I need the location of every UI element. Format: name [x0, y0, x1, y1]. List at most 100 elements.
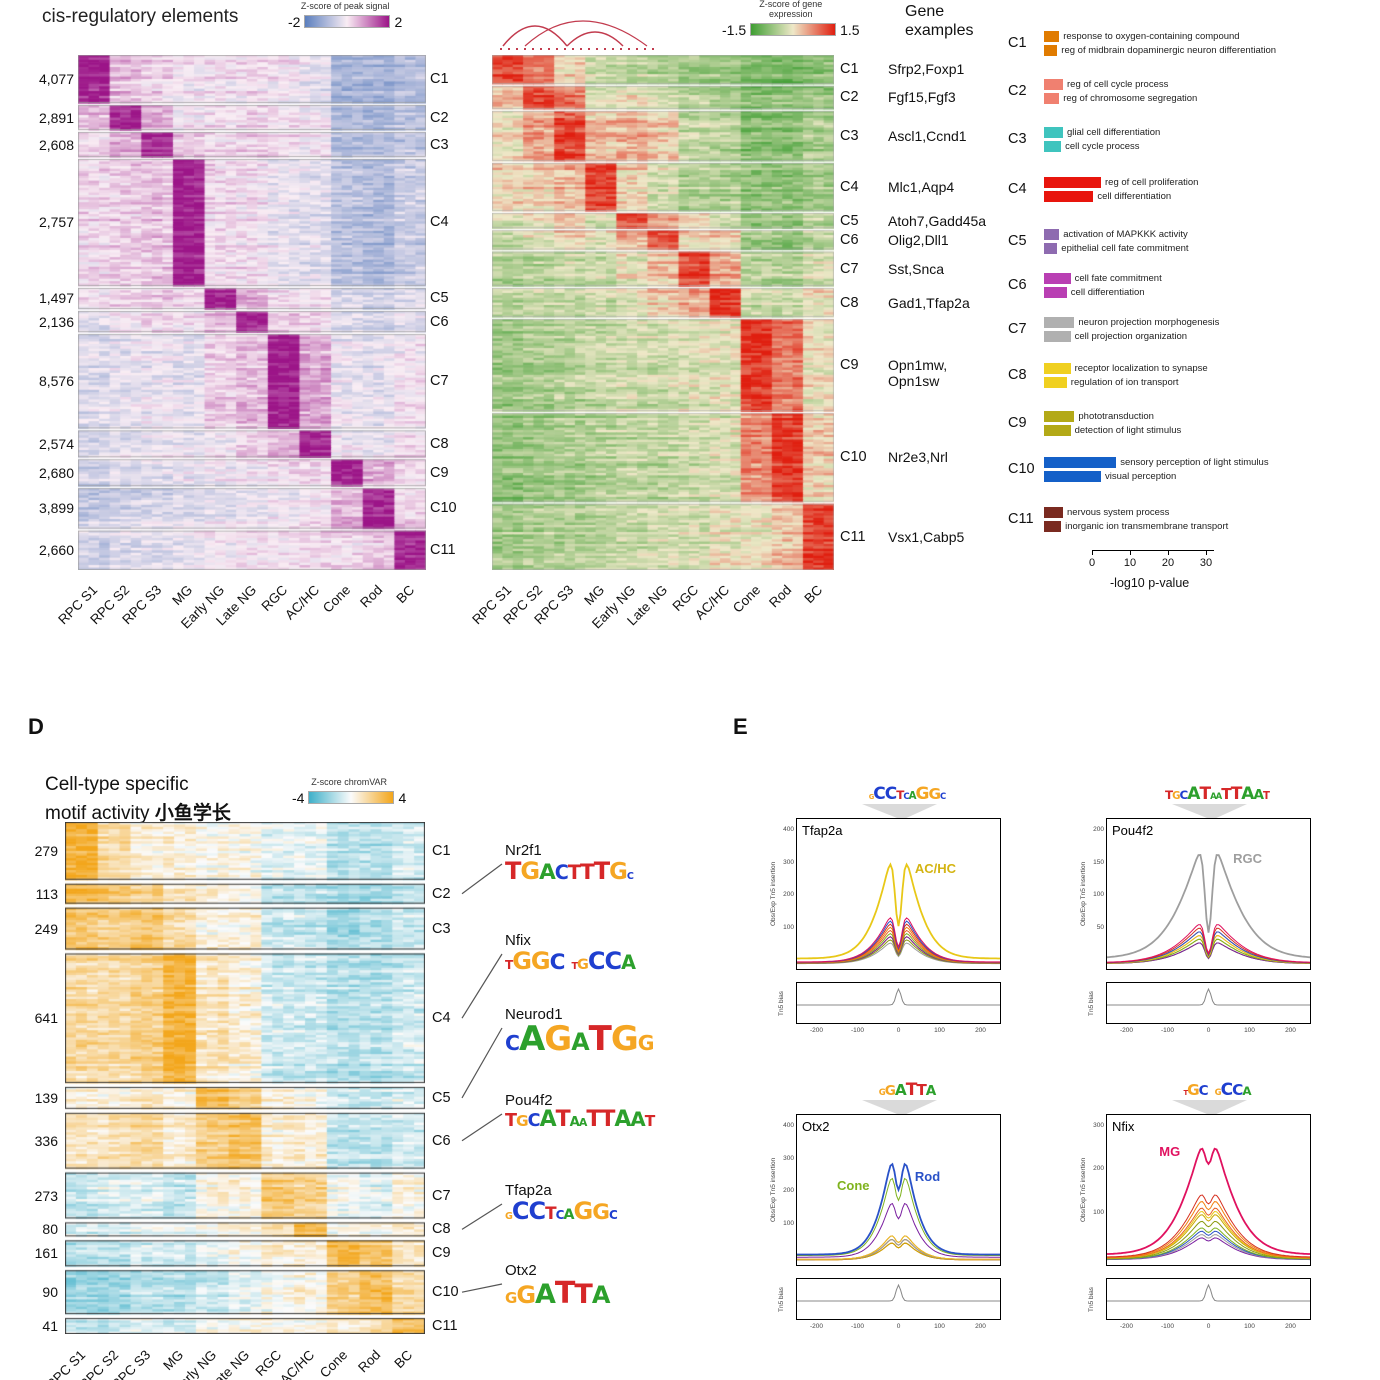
cluster-label: C9 [840, 357, 859, 374]
row-count: 90 [42, 1284, 58, 1301]
motif-logo: GCCTCAGGC [812, 785, 1002, 804]
motif-letter: C [549, 950, 566, 975]
motif-logo: TGC GCCA [1122, 1081, 1312, 1100]
motif-letter: G [1214, 1088, 1222, 1098]
motif-letter: T [588, 1019, 612, 1059]
go-cluster-id: C2 [1008, 83, 1027, 99]
motif-letter: T [545, 1203, 556, 1223]
motif-letter: T [574, 1279, 592, 1310]
cluster-label: C8 [840, 294, 859, 311]
motif-letter: G [1187, 1081, 1200, 1099]
motif-letter: A [539, 860, 556, 885]
footprint-curve [797, 1162, 1000, 1256]
footprint-motif-name: Otx2 [802, 1119, 830, 1134]
cluster-label: C5 [430, 290, 449, 307]
y-tick-label: 150 [1093, 858, 1104, 866]
row-count: 2,757 [38, 214, 74, 231]
motif-letter: G [516, 1112, 529, 1130]
y-tick-label: 200 [783, 1187, 794, 1194]
y-axis-label: Obs/Exp Tn5 insertion [1080, 1157, 1087, 1223]
motif-letter: A [539, 1107, 557, 1132]
colorbar-min: -1.5 [722, 21, 747, 38]
row-count: 336 [34, 1132, 58, 1149]
go-cluster-id: C7 [1008, 321, 1027, 337]
motif-letter: A [518, 1019, 545, 1059]
go-term-rows: reg of cell proliferation cell differenti… [1044, 176, 1198, 202]
cluster-label: C10 [430, 500, 457, 517]
go-cluster-id: C10 [1008, 461, 1035, 477]
go-term-text: receptor localization to synapse [1074, 362, 1208, 374]
motif-logo: GGATTA [505, 1279, 610, 1310]
gene-example: Sfrp2,Foxp1 [888, 61, 965, 78]
cluster-label: C10 [432, 1284, 459, 1301]
motif-letter: T [586, 1107, 601, 1132]
logo-fan-icon [862, 804, 937, 820]
footprint-curve [1107, 1201, 1310, 1258]
row-count: 80 [42, 1221, 58, 1238]
go-term-row: epithelial cell fate commitment [1044, 242, 1189, 254]
gene-example: Fgf15,Fgf3 [888, 89, 956, 106]
panel-a-colorbar: Z-score of peak signal -2 2 [288, 1, 402, 30]
go-cluster-id: C3 [1008, 131, 1027, 147]
cluster-label: C7 [430, 373, 449, 390]
motif-letter: T [567, 861, 581, 884]
go-cluster-c6: C6 cell fate commitment cell differentiati… [1008, 272, 1162, 298]
footprint-motif-name: Nfix [1112, 1119, 1135, 1134]
gene-header-line1: Gene [905, 3, 945, 20]
go-term-rows: activation of MAPKKK activity epithelial … [1044, 228, 1189, 254]
go-term-text: neuron projection morphogenesis [1078, 316, 1220, 328]
panel-a-row-counts: 4,077 2,891 2,608 2,757 1,497 2,136 8,576 2,574… [2, 55, 74, 570]
cell-type-annotation: AC/HC [914, 860, 957, 876]
motif-letter: G [868, 793, 875, 801]
motif-letter: T [644, 1112, 655, 1130]
cluster-label: C10 [840, 449, 867, 466]
footprint-curve [1107, 1214, 1310, 1259]
motif-name: Nfix [505, 932, 531, 949]
go-term-rows: reg of cell cycle process reg of chromoso… [1044, 78, 1197, 104]
go-term-rows: nervous system process inorganic ion tran… [1044, 506, 1228, 532]
row-count: 2,136 [38, 313, 74, 330]
motif-letter: C [505, 1031, 520, 1055]
cell-type-annotation: MG [1159, 1144, 1181, 1160]
go-term-text: reg of chromosome segregation [1063, 92, 1198, 104]
go-cluster-c4: C4 reg of cell proliferation cell differen… [1008, 176, 1198, 202]
motif-letter: G [505, 1211, 513, 1222]
gene-example-line: Opn1mw, [888, 357, 948, 374]
motif-letter: A [578, 1116, 587, 1129]
motif-name: Neurod1 [505, 1006, 563, 1023]
footprint-curve [1107, 1194, 1310, 1258]
go-bar [1044, 376, 1067, 388]
cluster-label: C6 [432, 1132, 451, 1149]
cell-type-annotation: Rod [914, 1168, 941, 1184]
go-term-row: detection of light stimulus [1044, 424, 1181, 436]
tn5-bias-curve [1107, 1283, 1310, 1302]
go-term-row: neuron projection morphogenesis [1044, 316, 1219, 328]
motif-letter: A [571, 1028, 589, 1056]
motif-letter: T [505, 857, 521, 885]
gene-examples-header: Gene examples [905, 2, 973, 40]
cluster-label: C8 [430, 435, 449, 452]
motif-letter: T [579, 860, 595, 885]
motif-name: Nr2f1 [505, 842, 542, 859]
go-bar [1044, 424, 1071, 436]
motif-letter: G [610, 1019, 639, 1059]
go-axis-tick [1206, 551, 1207, 555]
go-term-text: sensory perception of light stimulus [1120, 456, 1269, 468]
motif-logo: CAGATGG [505, 1019, 655, 1059]
go-term-row: reg of chromosome segregation [1044, 92, 1197, 104]
go-bar [1044, 272, 1071, 284]
row-count: 2,608 [38, 136, 74, 153]
footprint-plot-tfap2a: GCCTCAGGC Tfap2a AC/HC 400 300 200 100 Obs/Exp … [752, 785, 1057, 1078]
motif-letter: A [1241, 784, 1254, 804]
tn5-bias-curve [797, 1283, 1000, 1302]
go-axis-tick [1168, 551, 1169, 555]
cluster-label: C9 [432, 1245, 451, 1262]
go-term-row: sensory perception of light stimulus [1044, 456, 1269, 468]
footprint-axes [1106, 818, 1311, 970]
panel-d-title-text: motif activity [45, 803, 155, 824]
cluster-label: C1 [432, 842, 451, 859]
go-cluster-c5: C5 activation of MAPKKK activity epithelia… [1008, 228, 1189, 254]
go-bar [1044, 126, 1063, 138]
chromatin-loops-icon [500, 20, 655, 50]
motif-letter: T [905, 1080, 918, 1100]
